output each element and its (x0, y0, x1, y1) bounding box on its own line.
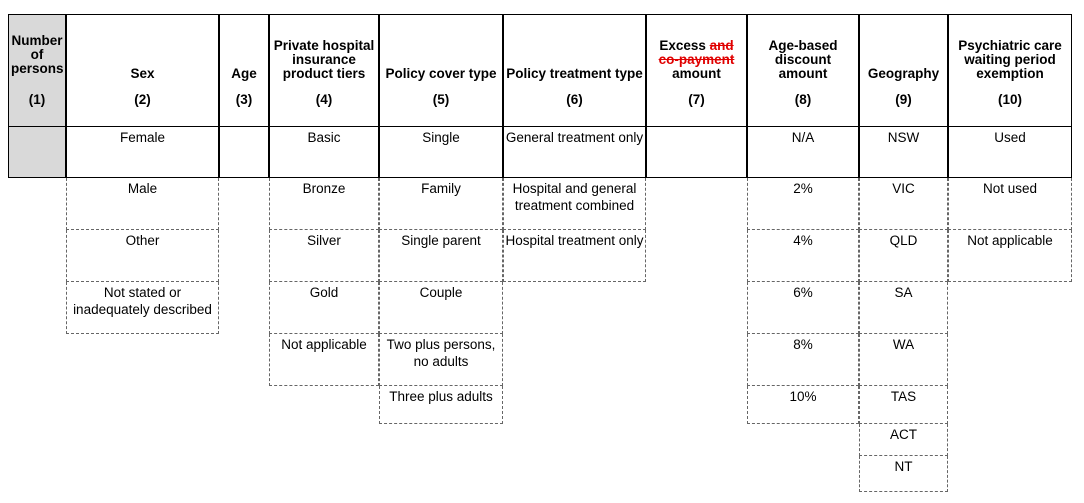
header-title: Psychiatric care waiting period exemptio… (958, 38, 1062, 81)
tier-value-cell: Gold (269, 282, 379, 334)
header-title: Age-based discount amount (768, 38, 838, 81)
header-title: Policy cover type (385, 66, 497, 81)
discount-value-cell: 6% (747, 282, 859, 334)
sex-value-cell: Female (66, 126, 219, 178)
header-title: Sex (130, 66, 155, 81)
age-cell (219, 126, 269, 178)
psychiatric-value-cell: Used (948, 126, 1072, 178)
discount-value-cell: 8% (747, 334, 859, 386)
header-title-post: amount (672, 66, 721, 81)
excess-cell (646, 126, 747, 178)
header-number: (6) (566, 92, 583, 107)
header-number: (5) (432, 92, 450, 107)
header-psychiatric-exemption: Psychiatric care waiting period exemptio… (948, 14, 1072, 126)
tier-value-cell: Bronze (269, 178, 379, 230)
psychiatric-value-cell: Not used (948, 178, 1072, 230)
discount-value-cell: 4% (747, 230, 859, 282)
treatment-value-cell: Hospital and general treatment combined (503, 178, 646, 230)
header-number: (4) (315, 92, 333, 107)
treatment-value-cell: Hospital treatment only (503, 230, 646, 282)
tier-value-cell: Silver (269, 230, 379, 282)
header-age: Age (3) (219, 14, 269, 126)
header-product-tiers: Private hospital insurance product tiers… (269, 14, 379, 126)
header-number: (2) (134, 92, 151, 107)
discount-value-cell: 10% (747, 386, 859, 424)
header-title-strikethrough: and co-payment (658, 38, 735, 67)
header-title: Geography (867, 66, 940, 81)
header-title: Private hospital insurance product tiers (273, 38, 375, 81)
number-of-persons-cell (8, 126, 66, 178)
header-policy-treatment-type: Policy treatment type (6) (503, 14, 646, 126)
header-sex: Sex (2) (66, 14, 219, 126)
header-title: Policy treatment type (506, 66, 643, 81)
tier-value-cell: Basic (269, 126, 379, 178)
header-number: (1) (28, 92, 46, 107)
sex-value-cell: Other (66, 230, 219, 282)
cover-value-cell: Couple (379, 282, 503, 334)
sex-value-cell: Male (66, 178, 219, 230)
discount-value-cell: 2% (747, 178, 859, 230)
header-title-pre: Excess (659, 38, 710, 53)
cover-value-cell: Family (379, 178, 503, 230)
geography-value-cell: TAS (859, 386, 948, 424)
treatment-value-cell: General treatment only (503, 126, 646, 178)
cover-value-cell: Single (379, 126, 503, 178)
header-excess-amount: Excess and co-payment amount (7) (646, 14, 747, 126)
tier-value-cell: Not applicable (269, 334, 379, 386)
header-title: Number of persons (11, 33, 64, 76)
geography-value-cell: NT (859, 456, 948, 492)
header-number: (10) (997, 92, 1022, 107)
cover-value-cell: Single parent (379, 230, 503, 282)
header-number: (3) (235, 92, 253, 107)
sex-value-cell: Not stated or inadequately described (66, 282, 219, 334)
geography-value-cell: ACT (859, 424, 948, 456)
header-title: Age (231, 66, 257, 81)
header-number: (7) (688, 92, 705, 107)
geography-value-cell: SA (859, 282, 948, 334)
header-number: (9) (895, 92, 912, 107)
header-title: Excess and co-payment amount (647, 39, 746, 81)
geography-value-cell: VIC (859, 178, 948, 230)
geography-value-cell: NSW (859, 126, 948, 178)
cover-value-cell: Two plus persons, no adults (379, 334, 503, 386)
psychiatric-value-cell: Not applicable (948, 230, 1072, 282)
cover-value-cell: Three plus adults (379, 386, 503, 424)
header-number: (8) (794, 92, 812, 107)
header-geography: Geography (9) (859, 14, 948, 126)
geography-value-cell: QLD (859, 230, 948, 282)
discount-value-cell: N/A (747, 126, 859, 178)
header-age-based-discount: Age-based discount amount (8) (747, 14, 859, 126)
geography-value-cell: WA (859, 334, 948, 386)
header-policy-cover-type: Policy cover type (5) (379, 14, 503, 126)
header-number-of-persons: Number of persons (1) (8, 14, 66, 126)
